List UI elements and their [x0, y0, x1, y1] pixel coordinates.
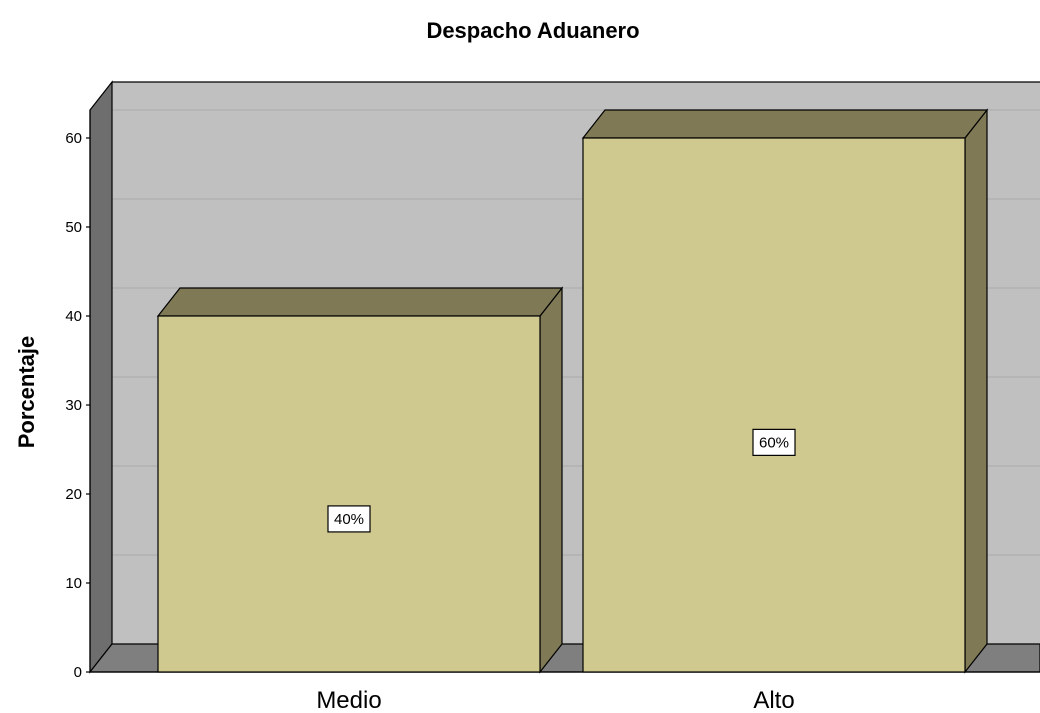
y-tick-label: 20: [65, 486, 82, 503]
bar-alto: 60%: [581, 108, 989, 674]
data-label: 60%: [752, 428, 796, 456]
bar-front-face: [582, 137, 966, 673]
bar-top-face: [156, 287, 564, 317]
data-label-box: [752, 428, 796, 456]
bars: 40% 60%: [156, 108, 989, 674]
bar-medio: 40%: [156, 286, 564, 674]
x-axis-ticks: Medio Alto: [316, 687, 794, 713]
y-tick-label: 10: [65, 575, 82, 592]
plot-left-wall: [89, 80, 113, 674]
data-label-text: 60%: [759, 434, 789, 451]
chart-title: Despacho Aduanero: [426, 18, 639, 43]
y-tick-label: 40: [65, 308, 82, 325]
y-axis-ticks: 0 10 20 30 40 50 60: [65, 130, 90, 681]
y-axis-label: Porcentaje: [14, 336, 39, 449]
bar-front-face: [157, 315, 541, 673]
y-tick-label: 0: [74, 664, 82, 681]
data-label-box: [327, 505, 371, 533]
bar-top-face: [581, 109, 989, 139]
y-tick-label: 50: [65, 219, 82, 236]
x-tick-label: Alto: [753, 687, 794, 713]
y-tick-label: 30: [65, 397, 82, 414]
y-tick-label: 60: [65, 130, 82, 147]
x-tick-label: Medio: [316, 687, 381, 713]
data-label: 40%: [327, 505, 371, 533]
bar-side-face: [539, 286, 563, 674]
bar-side-face: [964, 108, 988, 674]
data-label-text: 40%: [334, 511, 364, 528]
